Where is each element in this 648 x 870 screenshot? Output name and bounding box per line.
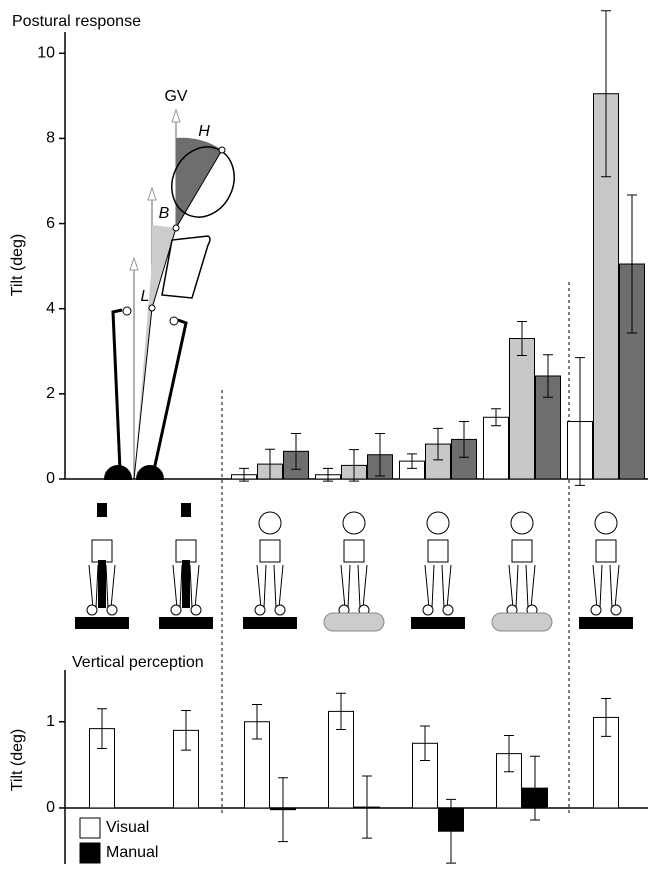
y-axis-label: Tilt (deg) xyxy=(9,234,26,297)
icon-head xyxy=(259,512,281,534)
icon-foot xyxy=(107,605,117,615)
y-axis-label: Tilt (deg) xyxy=(9,729,26,792)
icon-foot xyxy=(591,605,601,615)
y-tick-label: 4 xyxy=(46,300,55,317)
icon-legs xyxy=(257,565,283,608)
icon-torso xyxy=(176,540,196,562)
icon-torso xyxy=(344,540,364,562)
foot xyxy=(105,466,131,479)
annotation: B xyxy=(159,205,170,222)
icon-foot xyxy=(443,605,453,615)
joint xyxy=(149,305,155,311)
icon-strip xyxy=(182,560,190,608)
segment xyxy=(134,308,152,479)
joint xyxy=(219,147,225,153)
icon-base xyxy=(411,617,465,629)
icon-torso xyxy=(260,540,280,562)
chart-title: Postural response xyxy=(12,13,141,30)
icon-legs xyxy=(509,565,535,608)
annotation: GV xyxy=(164,88,187,105)
y-tick-label: 2 xyxy=(46,385,55,402)
icon-head xyxy=(343,512,365,534)
figure: Postural response Tilt (deg) Vertical pe… xyxy=(0,0,648,865)
icon-head xyxy=(427,512,449,534)
icon-torso xyxy=(596,540,616,562)
leg xyxy=(113,310,122,470)
icon-base xyxy=(75,617,129,629)
joint xyxy=(123,307,131,315)
icon-base xyxy=(492,613,552,631)
y-tick-label: 0 xyxy=(46,799,55,816)
joint xyxy=(170,317,178,325)
icon-base xyxy=(159,617,213,629)
icon-base xyxy=(243,617,297,629)
icon-base xyxy=(579,617,633,629)
icon-head xyxy=(511,512,533,534)
legend-swatch xyxy=(80,818,100,838)
y-tick-label: 1 xyxy=(46,713,55,730)
icon-head xyxy=(97,503,107,517)
chart-title: Vertical perception xyxy=(72,654,204,671)
joint xyxy=(173,225,179,231)
y-tick-label: 10 xyxy=(37,45,55,62)
legend-swatch xyxy=(80,843,100,863)
icon-foot xyxy=(191,605,201,615)
arrow-head xyxy=(148,188,156,200)
annotation: L xyxy=(141,288,150,305)
arrow-head xyxy=(130,258,138,270)
icon-strip xyxy=(98,560,106,608)
icon-legs xyxy=(425,565,451,608)
bar xyxy=(510,339,535,479)
icon-torso xyxy=(428,540,448,562)
icon-head xyxy=(181,503,191,517)
icon-foot xyxy=(255,605,265,615)
page: Postural response Tilt (deg) Vertical pe… xyxy=(0,0,648,870)
icon-foot xyxy=(423,605,433,615)
icon-torso xyxy=(92,540,112,562)
bar xyxy=(484,417,509,479)
icon-foot xyxy=(275,605,285,615)
icon-legs xyxy=(341,565,367,608)
annotation: H xyxy=(198,123,210,140)
y-tick-label: 8 xyxy=(46,130,55,147)
foot xyxy=(137,466,163,479)
icon-foot xyxy=(611,605,621,615)
y-tick-label: 0 xyxy=(46,470,55,487)
legend-label: Manual xyxy=(106,844,158,861)
y-tick-label: 6 xyxy=(46,215,55,232)
legend-label: Visual xyxy=(106,819,149,836)
icon-head xyxy=(595,512,617,534)
icon-base xyxy=(324,613,384,631)
icon-torso xyxy=(512,540,532,562)
arrow-head xyxy=(172,110,180,122)
posture-diagram xyxy=(105,110,245,479)
icon-foot xyxy=(87,605,97,615)
wedge xyxy=(176,138,222,228)
icon-legs xyxy=(593,565,619,608)
leg xyxy=(154,320,186,470)
icon-foot xyxy=(171,605,181,615)
